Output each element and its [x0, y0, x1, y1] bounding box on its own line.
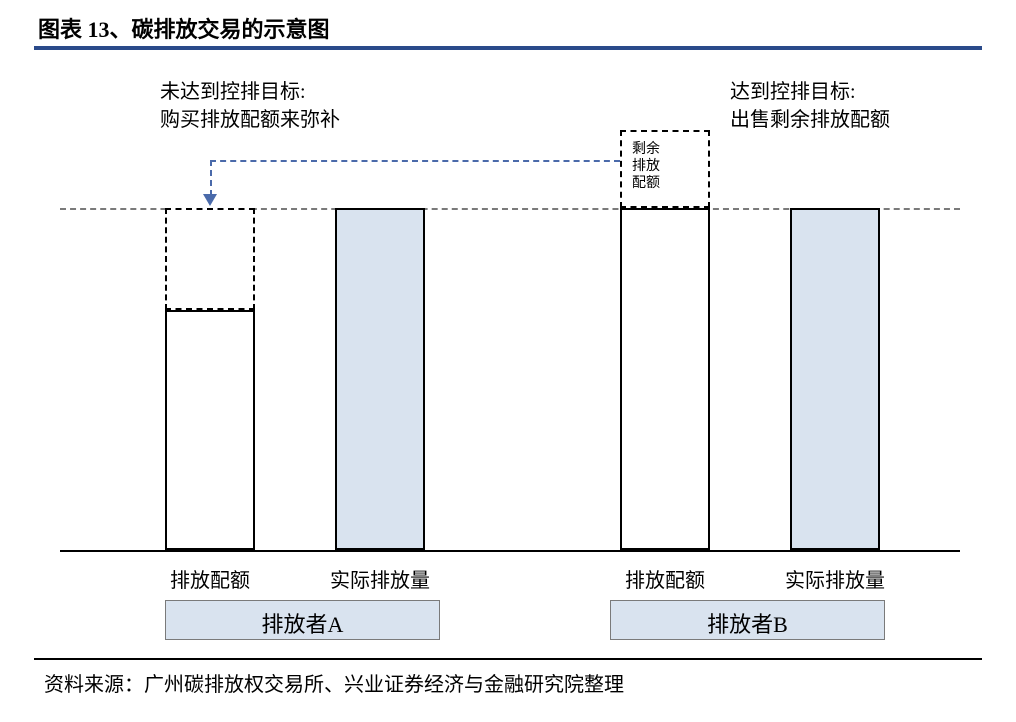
- annotation-a: 未达到控排目标: 购买排放配额来弥补: [160, 78, 340, 134]
- bar-b-actual: [790, 208, 880, 550]
- annotation-b-line2: 出售剩余排放配额: [730, 106, 890, 134]
- chart-area: 未达到控排目标: 购买排放配额来弥补 达到控排目标: 出售剩余排放配额 剩余 排…: [60, 60, 960, 640]
- bar-a-actual: [335, 208, 425, 550]
- label-b-quota: 排放配额: [605, 564, 725, 593]
- bar-b-quota: [620, 208, 710, 550]
- label-b-actual: 实际排放量: [775, 564, 895, 593]
- title-underline: [34, 46, 982, 50]
- figure-container: 图表 13、碳排放交易的示意图 未达到控排目标: 购买排放配额来弥补 达到控排目…: [0, 0, 1016, 722]
- annotation-b-line1: 达到控排目标:: [730, 78, 890, 106]
- surplus-label: 剩余 排放 配额: [632, 142, 660, 192]
- arrow-vertical: [210, 160, 212, 196]
- annotation-a-line2: 购买排放配额来弥补: [160, 106, 340, 134]
- group-b-box: 排放者B: [610, 600, 885, 640]
- annotation-b: 达到控排目标: 出售剩余排放配额: [730, 78, 890, 134]
- source-divider: [34, 658, 982, 660]
- figure-title: 图表 13、碳排放交易的示意图: [38, 12, 330, 44]
- bar-a-quota: [165, 310, 255, 550]
- group-a-box: 排放者A: [165, 600, 440, 640]
- label-a-actual: 实际排放量: [320, 564, 440, 593]
- surplus-label-l3: 配额: [632, 176, 660, 193]
- surplus-label-l2: 排放: [632, 159, 660, 176]
- arrow-horizontal: [210, 160, 620, 162]
- annotation-a-line1: 未达到控排目标:: [160, 78, 340, 106]
- source-text: 资料来源：广州碳排放权交易所、兴业证券经济与金融研究院整理: [44, 668, 624, 697]
- bar-a-gap-dashed: [165, 208, 255, 310]
- baseline: [60, 550, 960, 552]
- surplus-label-l1: 剩余: [632, 142, 660, 159]
- arrow-head-icon: [203, 194, 217, 206]
- label-a-quota: 排放配额: [150, 564, 270, 593]
